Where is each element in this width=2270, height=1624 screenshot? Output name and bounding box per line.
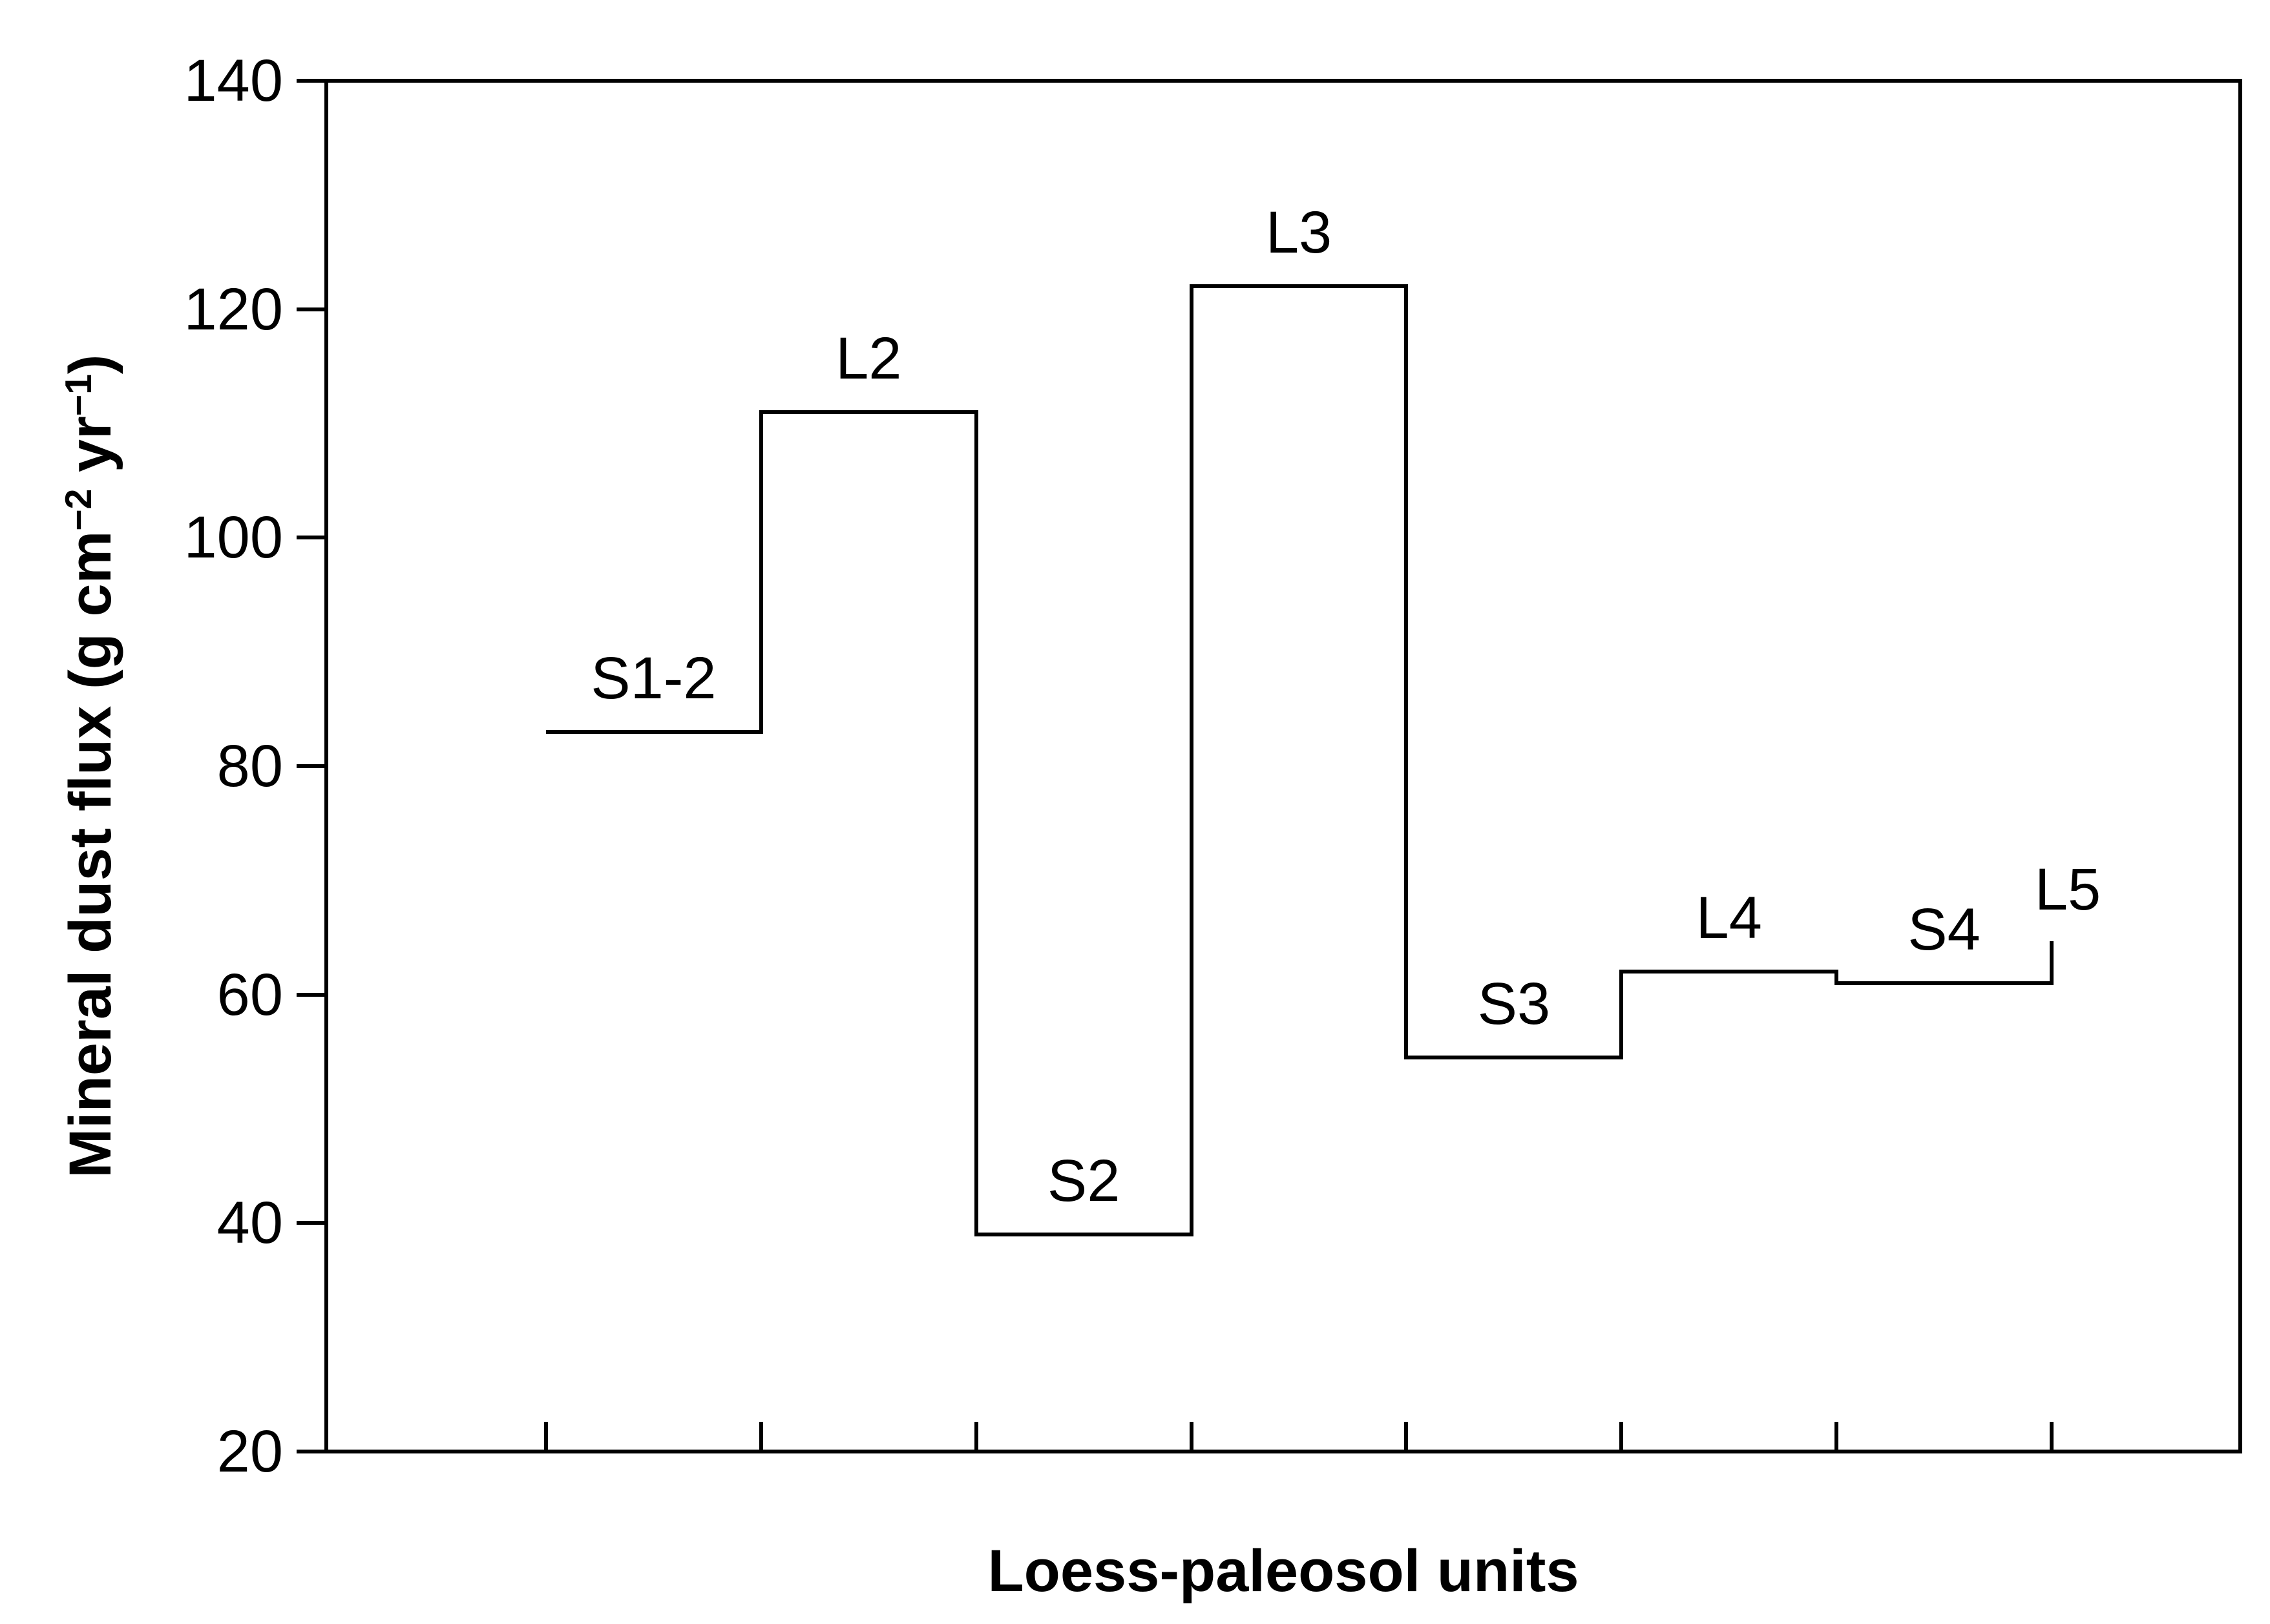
x-tick — [1189, 1422, 1193, 1452]
x-tick — [544, 1422, 548, 1452]
step-segment-L4 — [1621, 970, 1837, 974]
x-axis-line — [324, 1450, 2242, 1453]
y-tick — [297, 307, 326, 311]
y-tick — [297, 764, 326, 768]
y-axis-title-text: Mineral dust flux (g cm — [58, 530, 123, 1178]
y-tick-label: 20 — [216, 1419, 283, 1484]
x-tick — [1404, 1422, 1409, 1452]
unit-label-S1-2: S1-2 — [591, 645, 717, 711]
plot-border-top — [324, 79, 2242, 83]
x-axis-title: Loess-paleosol units — [987, 1538, 1579, 1604]
x-tick — [1619, 1422, 1624, 1452]
y-axis-title-text: yr — [58, 416, 123, 489]
y-tick-label: 140 — [184, 48, 284, 114]
unit-label-S4: S4 — [1907, 896, 1981, 963]
x-tick — [974, 1422, 978, 1452]
y-tick-label: 120 — [184, 276, 284, 342]
y-tick-label: 40 — [216, 1190, 283, 1256]
step-segment-L3 — [1191, 284, 1407, 289]
step-segment-S3 — [1406, 1055, 1622, 1059]
step-riser — [974, 410, 978, 1236]
y-tick-label: 100 — [184, 505, 284, 571]
unit-label-L4: L4 — [1696, 885, 1762, 952]
step-segment-S4 — [1836, 981, 2052, 985]
plot-border-right — [2238, 79, 2242, 1453]
unit-label-L3: L3 — [1265, 200, 1332, 266]
y-axis-title-text: ) — [58, 354, 123, 375]
unit-label-L5: L5 — [2034, 857, 2101, 923]
y-tick — [297, 992, 326, 997]
x-tick — [1834, 1422, 1839, 1452]
y-tick — [297, 1450, 326, 1453]
step-riser — [1834, 970, 1839, 985]
step-riser — [1189, 284, 1193, 1236]
y-tick-label: 80 — [216, 733, 283, 799]
step-riser — [759, 410, 763, 734]
x-tick — [2050, 1422, 2054, 1452]
step-riser — [2050, 941, 2054, 985]
step-segment-L2 — [761, 410, 976, 414]
unit-label-L2: L2 — [835, 325, 902, 391]
y-tick — [297, 1221, 326, 1225]
step-segment-S2 — [976, 1233, 1192, 1237]
y-axis-title-superscript: −1 — [58, 374, 100, 417]
plot-border-left — [324, 79, 328, 1453]
step-segment-S1-2 — [546, 729, 761, 734]
unit-label-S3: S3 — [1477, 970, 1551, 1037]
step-riser — [1619, 970, 1624, 1059]
y-tick-label: 60 — [216, 961, 283, 1028]
x-tick — [759, 1422, 763, 1452]
step-riser — [1404, 284, 1409, 1059]
y-tick — [297, 79, 326, 83]
unit-label-S2: S2 — [1047, 1148, 1120, 1214]
y-tick — [297, 536, 326, 540]
